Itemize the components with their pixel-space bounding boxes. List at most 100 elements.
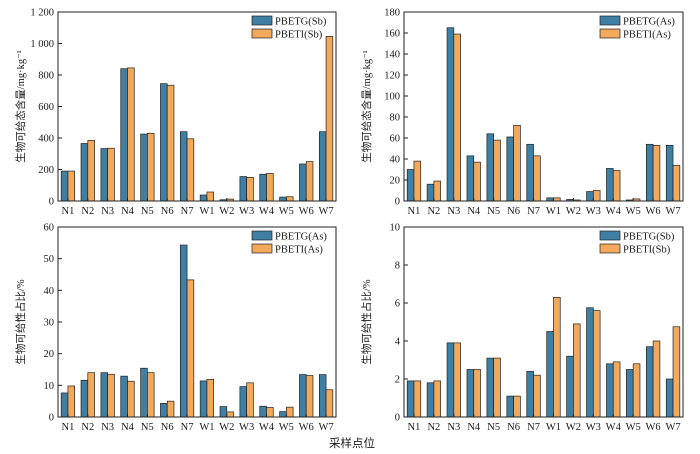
- x-tick-label: N6: [507, 206, 520, 217]
- bar-pbetg-as--n4: [466, 155, 475, 202]
- bar-pbeti-as--w6: [652, 145, 661, 202]
- y-tick-label: 6: [395, 299, 400, 310]
- y-tick-label: 0: [49, 197, 54, 208]
- x-tick-label: N6: [161, 422, 174, 433]
- bar-pbetg-sb--n6: [506, 395, 514, 418]
- y-tick-label: 1 200: [30, 8, 54, 19]
- chart-panel-sb-content: 0 200 400 600 800 1 000 1 200 N1 N2 N3 N4 N5 N6 N7 W1 W…: [14, 8, 337, 217]
- bar-pbetg-as--w3: [239, 386, 247, 418]
- x-tick-label: W6: [299, 206, 314, 217]
- bar-pbetg-as--w6: [299, 374, 307, 418]
- x-tick-label: W4: [259, 206, 275, 217]
- bar-pbetg-sb--w4: [606, 363, 614, 418]
- legend-swatch: [599, 243, 621, 254]
- x-tick-label: W2: [219, 422, 234, 433]
- x-tick-label: W6: [646, 422, 661, 433]
- bar-pbetg-as--n5: [486, 133, 495, 202]
- bar-pbetg-as--w6: [645, 143, 654, 202]
- bar-pbeti-as--n5: [147, 372, 155, 418]
- bar-pbeti-sb--n5: [493, 357, 501, 418]
- bar-pbeti-sb--w3: [246, 177, 254, 202]
- bar-pbeti-as--n3: [453, 33, 461, 202]
- y-tick-label: 40: [44, 286, 55, 297]
- legend-swatch: [251, 15, 273, 26]
- bar-pbeti-sb--n3: [107, 147, 115, 202]
- bar-pbetg-sb--n6: [160, 83, 168, 202]
- y-tick-label: 600: [38, 102, 54, 113]
- bar-pbetg-sb--n1: [60, 170, 69, 202]
- x-tick-label: W1: [546, 422, 561, 433]
- x-tick-label: W6: [646, 206, 661, 217]
- x-tick-label: N5: [487, 422, 500, 433]
- bar-pbetg-as--w1: [199, 380, 208, 418]
- x-tick-label: N1: [408, 206, 421, 217]
- bar-pbeti-sb--n1: [413, 380, 422, 418]
- bar-pbetg-as--n4: [120, 375, 128, 418]
- bar-pbetg-sb--w1: [199, 194, 208, 202]
- bar-pbeti-sb--w4: [612, 361, 621, 418]
- y-tick-label: 0: [395, 197, 400, 208]
- bar-pbeti-as--w4: [612, 170, 621, 202]
- x-tick-label: N1: [408, 422, 421, 433]
- x-tick-label: W2: [566, 422, 581, 433]
- bar-pbeti-sb--w5: [632, 363, 641, 418]
- y-tick-label: 40: [390, 155, 401, 166]
- bar-pbeti-as--w4: [266, 407, 274, 418]
- bar-pbetg-as--w7: [318, 374, 327, 418]
- x-tick-label: W1: [199, 422, 214, 433]
- x-tick-label: N5: [141, 206, 154, 217]
- bar-pbeti-sb--n7: [186, 138, 195, 202]
- bar-pbeti-sb--n6: [513, 395, 521, 418]
- bar-pbetg-as--w4: [606, 168, 614, 202]
- bar-pbetg-sb--n5: [486, 357, 495, 418]
- bar-pbeti-as--n5: [493, 139, 501, 202]
- y-tick-label: 60: [390, 134, 401, 145]
- x-tick-label: W7: [318, 206, 333, 217]
- bar-pbetg-as--n2: [80, 379, 89, 418]
- bar-pbeti-as--w5: [286, 406, 294, 418]
- bar-pbeti-as--n4: [473, 161, 481, 202]
- figure-x-axis-title: 采样点位: [329, 436, 375, 450]
- chart-panel-as-content: 0 20 40 60 80 100 120 140 160 180 N1 N2 N3 N4 N5 N6 N7 W1…: [360, 8, 684, 217]
- y-tick-label: 8: [395, 261, 400, 272]
- bar-pbetg-as--w7: [665, 145, 674, 202]
- bar-pbetg-sb--w7: [318, 131, 327, 202]
- bar-pbeti-as--w6: [305, 375, 314, 418]
- bar-pbeti-as--n7: [186, 279, 195, 418]
- bar-pbetg-as--n1: [60, 392, 69, 418]
- x-tick-label: W3: [586, 206, 601, 217]
- x-tick-label: N2: [81, 422, 94, 433]
- bar-pbeti-as--w3: [246, 382, 254, 418]
- y-tick-label: 0: [395, 413, 400, 424]
- legend-swatch: [599, 230, 621, 241]
- legend-swatch: [251, 28, 273, 39]
- bar-pbeti-as--n3: [107, 373, 115, 418]
- bar-pbeti-as--n4: [127, 380, 135, 418]
- bar-pbetg-sb--n2: [426, 382, 435, 418]
- y-tick-label: 200: [38, 165, 54, 176]
- x-tick-label: W2: [219, 206, 234, 217]
- x-tick-label: W3: [586, 422, 601, 433]
- bar-pbetg-sb--w7: [665, 378, 674, 418]
- bar-pbetg-sb--n3: [446, 342, 455, 418]
- y-tick-label: 50: [44, 254, 55, 265]
- x-tick-label: N1: [62, 422, 75, 433]
- y-tick-label: 10: [390, 223, 401, 234]
- plot-frame: [57, 226, 337, 418]
- x-tick-label: N5: [487, 206, 500, 217]
- bar-pbeti-sb--w6: [652, 340, 661, 418]
- legend-swatch: [599, 15, 621, 26]
- bar-pbetg-sb--w5: [279, 196, 287, 202]
- bar-pbeti-as--w7: [325, 389, 334, 418]
- x-tick-label: N3: [101, 206, 114, 217]
- x-tick-label: N4: [121, 422, 135, 433]
- bar-pbeti-sb--w1: [553, 296, 561, 418]
- bar-pbeti-sb--n5: [147, 132, 155, 202]
- y-tick-label: 800: [38, 71, 54, 82]
- bar-pbeti-as--n1: [413, 160, 422, 202]
- bar-pbetg-as--n6: [506, 136, 514, 202]
- y-tick-label: 1 000: [30, 39, 54, 50]
- bar-pbeti-as--n6: [166, 400, 175, 418]
- x-tick-label: W7: [318, 422, 333, 433]
